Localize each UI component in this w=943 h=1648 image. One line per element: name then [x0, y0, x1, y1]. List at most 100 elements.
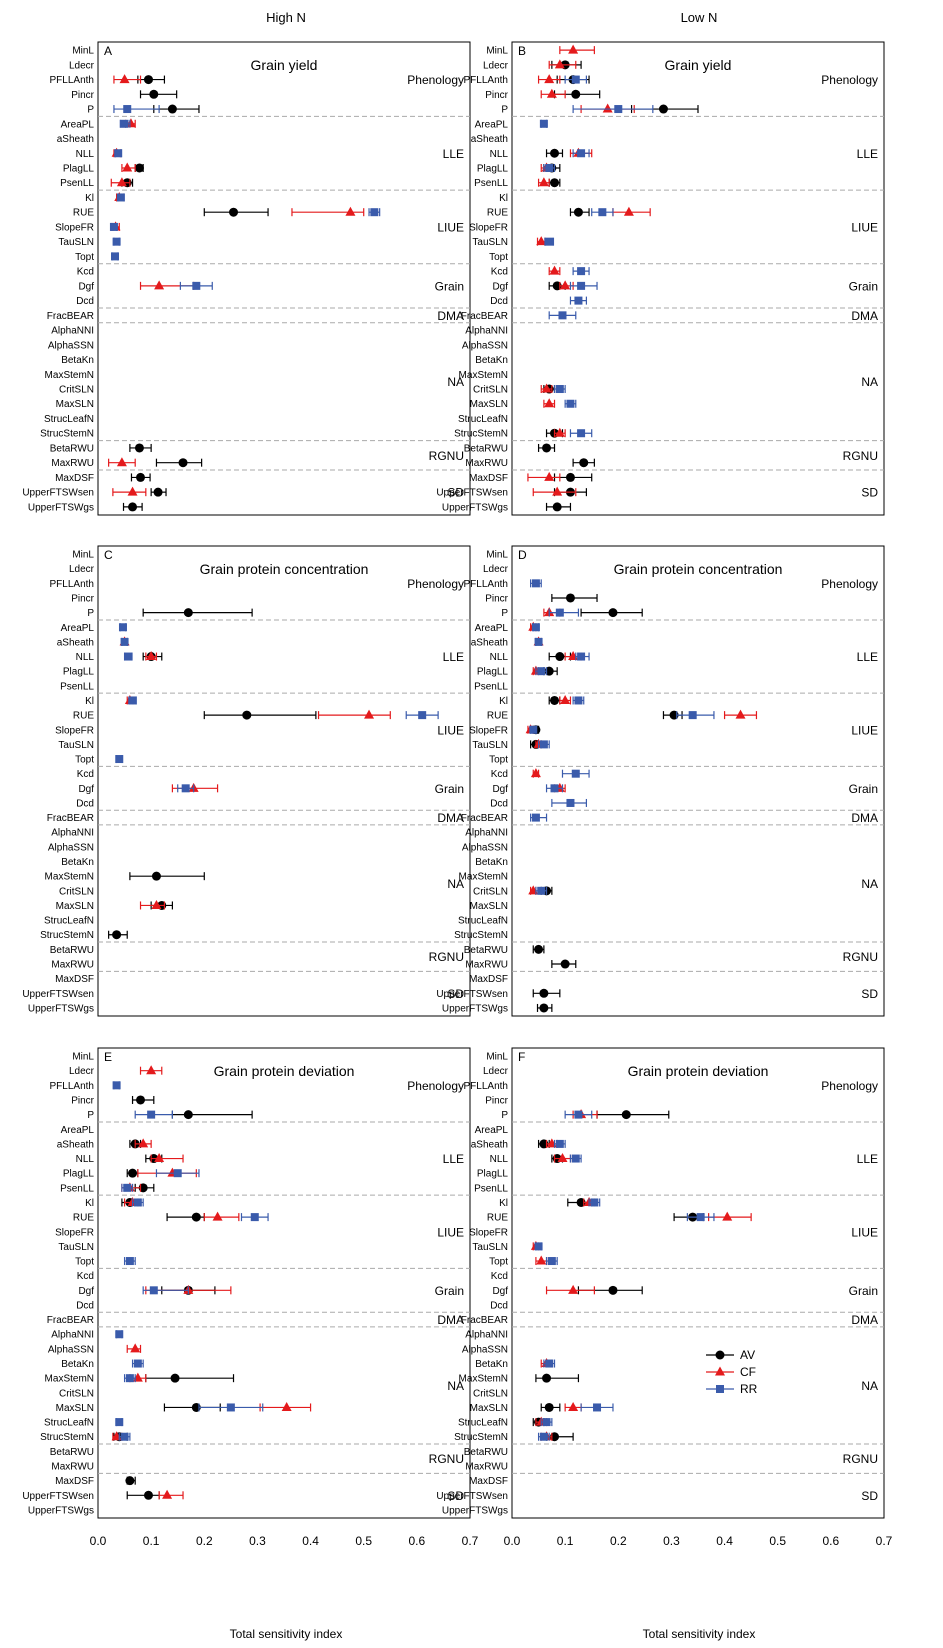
parameter-label: PsenLL: [60, 1183, 94, 1194]
data-point-rr: [588, 1198, 601, 1207]
parameter-label: FracBEAR: [47, 1315, 94, 1326]
parameter-label: SlopeFR: [55, 725, 94, 736]
parameter-label: AreaPL: [475, 623, 509, 634]
data-point-rr: [537, 740, 550, 749]
data-point-av: [580, 608, 643, 618]
legend-marker: [715, 1350, 725, 1360]
marker-triangle: [130, 1343, 141, 1353]
legend: AV CF RR: [706, 1348, 758, 1396]
parameter-label: AlphaSSN: [48, 1344, 94, 1355]
data-point-av: [596, 1110, 670, 1120]
parameter-label: PlagLL: [477, 1169, 509, 1180]
data-point-cf: [139, 280, 195, 290]
parameter-label: UpperFTSWsen: [436, 1491, 508, 1502]
data-point-cf: [708, 1211, 752, 1222]
parameter-label: Dgf: [492, 281, 508, 292]
marker-triangle: [146, 651, 157, 661]
data-point-cf: [545, 1284, 595, 1295]
data-point-rr: [686, 1213, 715, 1222]
marker-triangle: [552, 486, 563, 496]
marker-triangle: [127, 486, 138, 496]
parameter-label: Kl: [499, 1198, 508, 1209]
marker-triangle: [154, 1153, 165, 1163]
parameter-label: Kcd: [491, 1271, 508, 1282]
marker-circle: [542, 443, 552, 453]
parameter-label: StrucLeafN: [458, 916, 508, 927]
parameter-label: NLL: [490, 149, 509, 160]
parameter-label: P: [87, 105, 94, 116]
data-point-cf: [723, 709, 758, 720]
data-point-cf: [559, 280, 574, 290]
data-point-rr: [112, 237, 121, 246]
data-point-rr: [123, 1257, 136, 1266]
panel-letter: F: [518, 1050, 525, 1064]
x-tick-label: 0.3: [663, 1534, 680, 1548]
parameter-label: BetaKn: [61, 857, 94, 868]
marker-triangle: [162, 1489, 173, 1499]
group-label: NA: [447, 375, 464, 389]
marker-square: [250, 1213, 259, 1222]
marker-circle: [579, 458, 589, 468]
marker-circle: [229, 207, 239, 217]
parameter-label: StrucStemN: [40, 930, 94, 941]
data-point-cf: [532, 486, 577, 497]
parameter-label: AreaPL: [61, 1125, 95, 1136]
marker-square: [149, 1286, 158, 1295]
marker-square: [539, 1432, 548, 1441]
data-point-cf: [121, 162, 136, 172]
parameter-label: MaxStemN: [459, 1374, 508, 1385]
data-point-rr: [535, 667, 548, 676]
marker-square: [614, 105, 623, 114]
data-point-rr: [111, 252, 120, 261]
parameter-label: Dcd: [76, 296, 94, 307]
marker-square: [566, 798, 575, 807]
marker-square: [555, 385, 564, 394]
data-point-rr: [529, 725, 538, 734]
parameter-label: UpperFTSWgs: [442, 1505, 508, 1516]
data-point-rr: [529, 579, 542, 588]
parameter-label: PsenLL: [60, 681, 94, 692]
data-point-av: [569, 207, 590, 217]
panel-frame: [97, 41, 471, 516]
data-point-rr: [540, 1418, 553, 1427]
parameter-label: RUE: [487, 1213, 508, 1224]
parameter-label: Pincr: [71, 593, 94, 604]
marker-circle: [153, 487, 163, 497]
panel-title: Grain yield: [665, 57, 732, 73]
x-axis-label-right: Total sensitivity index: [643, 1627, 756, 1641]
parameter-label: P: [87, 608, 94, 619]
x-tick-label: 0.6: [409, 1534, 426, 1548]
marker-circle: [555, 652, 565, 662]
marker-circle: [242, 710, 252, 720]
data-point-cf: [134, 1138, 152, 1148]
parameter-label: Dcd: [76, 798, 94, 809]
parameter-label: SlopeFR: [469, 1227, 508, 1238]
marker-square: [173, 1169, 182, 1178]
parameter-label: CritSLN: [59, 385, 94, 396]
parameter-label: MaxSLN: [56, 1403, 94, 1414]
data-point-rr: [551, 798, 588, 807]
panel-c: C Grain protein concentration MinL Ldecr PFL…: [22, 545, 471, 1017]
data-point-rr: [405, 711, 439, 720]
parameter-label: CritSLN: [473, 886, 508, 897]
parameter-label: AlphaNNI: [465, 828, 508, 839]
marker-triangle: [146, 1065, 157, 1075]
parameter-label: PFLLAnth: [50, 1081, 94, 1092]
parameter-label: UpperFTSWsen: [436, 989, 508, 1000]
marker-circle: [539, 988, 549, 998]
legend-marker: [715, 1366, 725, 1376]
parameter-label: UpperFTSWgs: [28, 1003, 94, 1014]
panel-f: F Grain protein deviation MinL Ldecr PFLLAnt…: [436, 1047, 885, 1519]
parameter-label: BetaKn: [475, 1359, 508, 1370]
parameter-label: FracBEAR: [461, 311, 508, 322]
data-point-cf: [548, 265, 561, 276]
data-point-cf: [612, 206, 651, 217]
data-point-rr: [115, 1418, 124, 1427]
parameter-label: Ldecr: [69, 564, 95, 575]
parameter-label: StrucLeafN: [458, 414, 508, 425]
group-label: Phenology: [407, 73, 464, 87]
data-point-cf: [139, 899, 166, 910]
parameter-label: MaxRWU: [51, 458, 94, 469]
parameter-label: PFLLAnth: [464, 75, 508, 86]
